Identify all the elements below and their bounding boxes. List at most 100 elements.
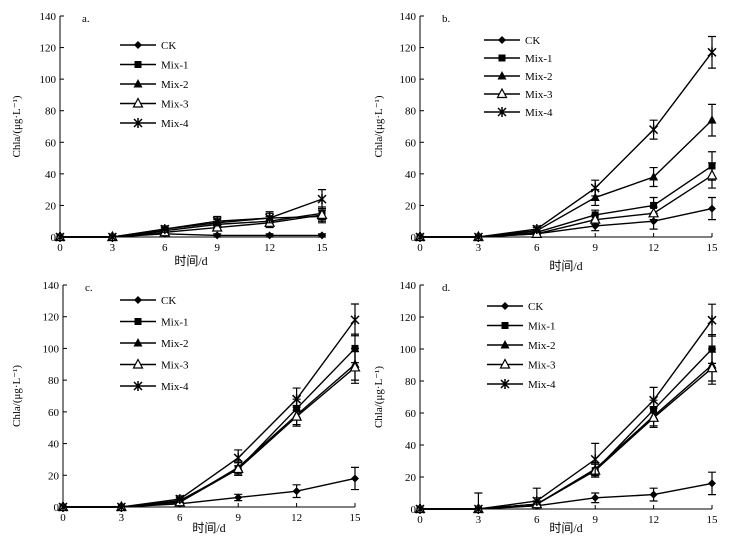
y-tick-label: 80 (405, 376, 417, 388)
series-line (420, 319, 713, 510)
data-point (211, 221, 223, 232)
legend-entry: Mix-2 (120, 79, 189, 91)
x-tick-label: 6 (534, 242, 540, 254)
data-point (415, 504, 425, 514)
x-tick-label: 12 (264, 242, 275, 254)
legend-marker (132, 97, 144, 108)
data-point (649, 490, 658, 499)
data-point (350, 314, 360, 325)
series-line (63, 347, 356, 508)
x-tick-label: 3 (476, 242, 482, 254)
data-point (55, 232, 65, 242)
data-point (175, 494, 185, 505)
series-line (63, 366, 356, 508)
x-tick-label: 0 (417, 242, 423, 254)
y-tick-label: 140 (400, 280, 417, 292)
data-point (706, 169, 718, 180)
series-line (63, 319, 356, 508)
x-tick-label: 3 (110, 242, 116, 254)
legend-entry: Mix-3 (120, 358, 189, 372)
data-point (707, 315, 717, 326)
y-tick-label: 0 (411, 232, 417, 244)
y-axis-label: Chla/(μg·L⁻¹) (373, 366, 385, 428)
y-tick-label: 20 (48, 470, 60, 482)
data-point (590, 192, 600, 202)
series-ck (416, 196, 716, 241)
legend-label: Mix-4 (161, 118, 189, 130)
legend-entry: Mix-4 (120, 118, 189, 130)
legend-marker (132, 358, 144, 369)
legend-entry: Mix-1 (487, 321, 556, 333)
legend-marker (134, 318, 142, 325)
y-tick-label: 100 (400, 344, 417, 356)
series-line (420, 367, 713, 510)
x-tick-label: 12 (648, 514, 659, 526)
data-point (590, 454, 600, 465)
series-line (420, 119, 713, 238)
data-point (232, 462, 244, 474)
series-mix-4 (55, 189, 327, 242)
data-point (265, 231, 274, 240)
legend-entry: Mix-3 (120, 97, 189, 111)
legend-label: CK (161, 295, 176, 307)
chart-panel-3: 0 20 40 60 80 100 120 140 0 3 6 9 12 15 d. 时间/d Chla/(μg… (373, 280, 718, 535)
data-point (648, 411, 660, 422)
legend-entry: CK (487, 301, 543, 313)
y-tick-label: 100 (40, 74, 57, 86)
data-point (649, 124, 659, 135)
x-tick-label: 12 (648, 242, 659, 254)
chart-panel-2: 0 20 40 60 80 100 120 140 0 3 6 9 12 15 c. 时间/d Chla/(μg… (11, 280, 361, 535)
x-axis-label: 时间/d (174, 254, 207, 268)
data-point (58, 502, 68, 512)
y-tick-label: 20 (45, 200, 57, 212)
legend-entry: Mix-3 (487, 358, 556, 372)
y-tick-label: 0 (54, 502, 60, 514)
legend-marker (501, 322, 509, 329)
series-mix-4 (415, 303, 717, 514)
data-point (707, 47, 717, 58)
data-point (107, 232, 117, 242)
y-axis-label: Chla/(μg·L⁻¹) (373, 95, 385, 157)
x-tick-label: 0 (60, 512, 66, 524)
data-point (473, 232, 483, 242)
x-tick-label: 6 (534, 514, 540, 526)
y-tick-label: 120 (40, 43, 57, 55)
x-tick-label: 6 (162, 242, 168, 254)
data-point (160, 224, 170, 235)
data-point (707, 115, 717, 124)
panel-label: b. (442, 13, 451, 25)
series-mix-4 (58, 303, 360, 512)
x-tick-label: 15 (707, 514, 719, 526)
y-tick-label: 100 (43, 343, 60, 355)
legend-label: Mix-1 (528, 321, 556, 333)
y-tick-label: 60 (48, 407, 60, 419)
y-axis-label: Chla/(μg·L⁻¹) (11, 365, 23, 427)
x-tick-label: 0 (57, 242, 63, 254)
legend-marker (133, 381, 143, 391)
legend-marker (498, 54, 506, 62)
x-tick-label: 9 (235, 512, 241, 524)
y-tick-label: 140 (43, 280, 60, 292)
legend-marker (499, 358, 511, 369)
legend-marker (496, 87, 508, 99)
chart-panel-1: 0 20 40 60 80 100 120 140 0 3 6 9 12 15 b. 时间/d Chla/(μg… (373, 11, 718, 273)
legend-marker (133, 79, 143, 88)
x-tick-label: 6 (177, 512, 183, 524)
y-tick-label: 40 (48, 439, 60, 451)
data-point (649, 172, 659, 181)
data-point (265, 213, 275, 224)
data-point (706, 361, 718, 373)
legend-label: CK (161, 40, 176, 52)
legend-marker (501, 302, 509, 310)
legend-marker (497, 107, 507, 117)
panel-label: d. (442, 282, 451, 294)
x-tick-label: 15 (707, 242, 719, 254)
data-point (318, 231, 326, 240)
y-tick-label: 60 (45, 137, 57, 149)
data-point (415, 232, 425, 242)
legend-marker (134, 61, 142, 68)
legend-entry: Mix-2 (487, 340, 556, 352)
legend-entry: Mix-4 (487, 379, 556, 391)
legend-label: Mix-4 (525, 107, 553, 119)
